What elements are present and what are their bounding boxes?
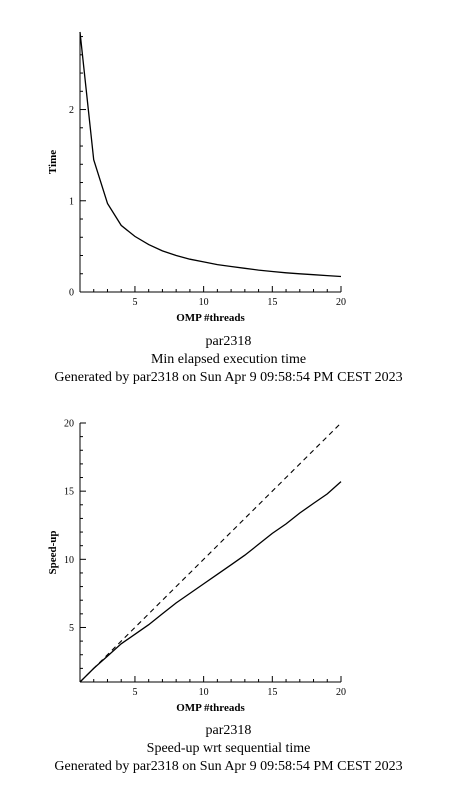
time-chart-caption-3: Generated by par2318 on Sun Apr 9 09:58:… [0, 369, 457, 386]
time-chart-y-tick-label: 1 [69, 196, 74, 207]
speedup-chart-caption-2: Speed-up wrt sequential time [0, 740, 457, 757]
speedup-chart-y-tick-label: 20 [64, 419, 74, 430]
time-chart-y-tick-label: 2 [69, 105, 74, 116]
speedup-chart-y-tick-label: 15 [64, 487, 74, 498]
time-chart-y-tick-label: 0 [69, 288, 74, 299]
speedup-chart-x-tick-label: 15 [267, 687, 277, 698]
speedup-chart-caption-3: Generated by par2318 on Sun Apr 9 09:58:… [0, 758, 457, 775]
speedup-chart-x-tick-label: 10 [199, 687, 209, 698]
time-chart-y-axis-label: Time [47, 150, 59, 174]
speedup-chart-x-tick-label: 20 [336, 687, 346, 698]
time-chart-caption-1: par2318 [0, 333, 457, 350]
time-plot: 5 10 15 20 0 1 2 OMP #threads Time par2318 Min e… [0, 0, 457, 395]
time-chart-x-axis-label: OMP #threads [176, 312, 245, 324]
time-chart-series-line [80, 32, 341, 277]
speedup-chart-svg: 5 10 15 20 5 10 15 20 OMP #threads Speed-up [0, 395, 457, 720]
speedup-chart-caption-1: par2318 [0, 722, 457, 739]
time-chart-x-tick-label: 5 [132, 297, 137, 308]
time-chart-x-tick-label: 10 [199, 297, 209, 308]
speedup-chart-y-tick-label: 10 [64, 555, 74, 566]
time-chart-x-tick-label: 20 [336, 297, 346, 308]
time-chart-svg: 5 10 15 20 0 1 2 OMP #threads Time [0, 0, 457, 330]
speedup-chart-y-axis-label: Speed-up [47, 530, 59, 574]
time-chart-x-tick-label: 15 [267, 297, 277, 308]
speedup-chart-x-axis-label: OMP #threads [176, 702, 245, 714]
speedup-chart-series-line [80, 482, 341, 682]
speedup-chart-x-tick-label: 5 [132, 687, 137, 698]
time-chart-caption-2: Min elapsed execution time [0, 351, 457, 368]
speedup-chart-ideal-line [80, 423, 341, 682]
speedup-chart-y-tick-label: 5 [69, 623, 74, 634]
speedup-plot: 5 10 15 20 5 10 15 20 OMP #threads Speed-up par23… [0, 395, 457, 791]
